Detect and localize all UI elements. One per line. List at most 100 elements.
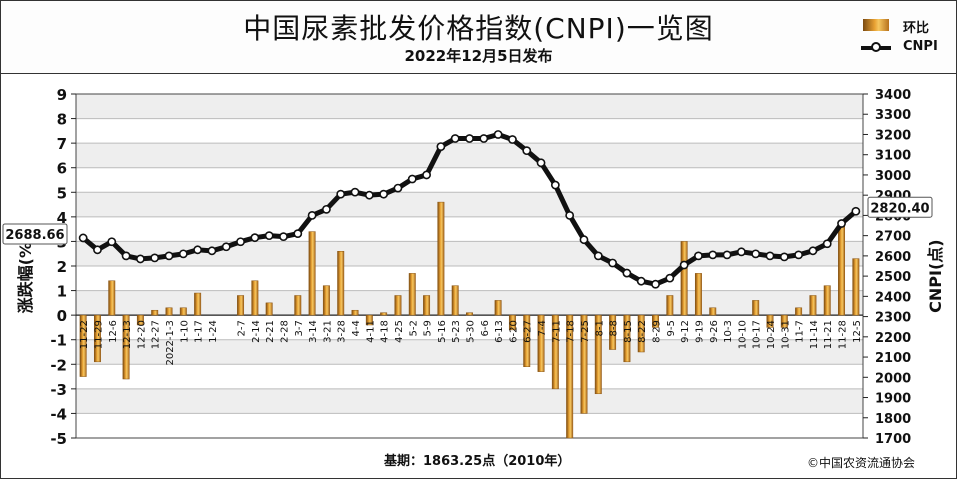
- x-tick-label: 3-14: [308, 320, 319, 343]
- legend: 环比 CNPI: [859, 15, 953, 59]
- cnpi-point: [665, 273, 675, 283]
- base-note: 基期：1863.25点（2010年）: [384, 454, 571, 469]
- cnpi-point: [407, 174, 417, 184]
- cnpi-point: [636, 276, 646, 286]
- cnpi-point: [293, 229, 303, 239]
- bar-mark: [165, 307, 173, 316]
- cnpi-point: [78, 233, 88, 243]
- bar-mark: [566, 314, 574, 439]
- cnpi-point: [550, 180, 560, 190]
- x-tick-label: 8-15: [623, 320, 634, 343]
- bar-mark: [623, 314, 631, 363]
- cnpi-point: [708, 250, 718, 260]
- cnpi-point: [336, 189, 346, 199]
- bar-mark: [652, 314, 659, 328]
- x-tick-label: 4-18: [380, 320, 391, 343]
- x-tick-label: 12-5: [852, 320, 863, 343]
- cnpi-point: [536, 158, 546, 168]
- annotation-label: 2688.66: [5, 228, 64, 243]
- left-tick-label: 8: [57, 111, 67, 129]
- chart-header: 中国尿素批发价格指数(CNPI)一览图 2022年12月5日发布 环比 CNPI: [1, 1, 956, 74]
- x-tick-label: 4-25: [394, 320, 405, 343]
- cnpi-point: [450, 134, 460, 143]
- annotation-box: [2, 223, 68, 245]
- x-tick-label: 4-11: [365, 320, 376, 343]
- bar-mark: [637, 314, 645, 353]
- grid-band: [76, 339, 863, 365]
- cnpi-point: [393, 183, 403, 193]
- cnpi-point: [522, 146, 532, 156]
- bar-mark: [265, 302, 273, 316]
- cnpi-point: [679, 260, 689, 270]
- bar-mark: [809, 295, 817, 316]
- x-tick-label: 12-6: [108, 320, 119, 343]
- x-tick-label: 8-1: [594, 320, 605, 336]
- bar-mark: [666, 295, 674, 316]
- x-tick-label: 11-21: [823, 320, 834, 349]
- cnpi-point: [236, 237, 245, 247]
- right-tick-label: 2700: [875, 230, 911, 245]
- chart-svg: 9876543210-1-2-3-4-534003300320031003000…: [2, 86, 945, 448]
- cnpi-point: [651, 279, 660, 289]
- cnpi-point: [135, 254, 145, 264]
- x-tick-label: 10-10: [737, 320, 748, 349]
- x-tick-label: 4-4: [351, 320, 362, 336]
- bar-mark: [237, 295, 245, 316]
- x-tick-label: 2-21: [265, 320, 276, 343]
- x-tick-label: 5-30: [466, 320, 477, 343]
- cnpi-point: [808, 246, 818, 256]
- right-tick-label: 1800: [875, 412, 911, 427]
- x-tick-label: 2022-1-3: [165, 320, 176, 365]
- bar-mark: [179, 307, 187, 316]
- left-axis-title: 涨跌幅(%): [16, 235, 35, 314]
- cnpi-point: [279, 232, 288, 242]
- bar-mark: [523, 314, 531, 367]
- cnpi-point: [178, 249, 188, 259]
- x-tick-label: 1-10: [179, 320, 190, 343]
- x-tick-label: 11-28: [838, 320, 849, 349]
- cnpi-point: [593, 251, 603, 261]
- bar-mark: [594, 314, 602, 395]
- bar-mark: [466, 312, 473, 316]
- x-tick-label: 2-7: [237, 320, 248, 336]
- right-tick-label: 2000: [875, 371, 911, 386]
- x-tick-label: 6-13: [494, 320, 505, 343]
- x-tick-label: 12-13: [122, 320, 133, 349]
- cnpi-point: [379, 189, 389, 199]
- bar-mark: [136, 314, 144, 326]
- x-tick-label: 9-26: [709, 320, 720, 343]
- x-tick-label: 6-6: [480, 320, 491, 336]
- right-tick-label: 3400: [875, 88, 911, 103]
- x-tick-label: 11-14: [809, 320, 820, 349]
- x-tick-label: 7-18: [566, 320, 577, 343]
- right-tick-label: 2300: [875, 311, 911, 326]
- cnpi-point: [736, 247, 746, 257]
- right-tick-label: 2600: [875, 250, 911, 265]
- chart-subtitle: 2022年12月5日发布: [404, 47, 553, 65]
- bar-mark: [394, 295, 402, 316]
- bar-mark: [351, 309, 359, 316]
- grid-band: [76, 290, 863, 316]
- legend-line-label: CNPI: [903, 39, 938, 54]
- legend-bar-swatch: [863, 19, 889, 31]
- cnpi-point: [722, 250, 732, 260]
- x-tick-label: 7-4: [537, 320, 548, 336]
- bar-mark: [151, 309, 159, 316]
- cnpi-point: [350, 187, 360, 197]
- cnpi-point: [193, 245, 203, 255]
- x-tick-label: 9-12: [680, 320, 691, 343]
- bar-mark: [437, 201, 445, 316]
- bar-mark: [294, 295, 302, 316]
- bar-mark: [380, 312, 388, 316]
- annotation-label: 2820.40: [870, 201, 929, 216]
- bar-mark: [694, 273, 702, 316]
- bar-mark: [451, 285, 459, 316]
- cnpi-point: [751, 249, 761, 259]
- chart-title: 中国尿素批发价格指数(CNPI)一览图: [243, 12, 714, 45]
- bar-mark: [551, 314, 559, 390]
- right-tick-label: 3100: [875, 149, 911, 164]
- legend-bar-label: 环比: [903, 21, 930, 36]
- x-tick-label: 2-28: [279, 320, 290, 343]
- left-tick-label: -2: [50, 356, 67, 374]
- right-axis-title: CNPI(点): [926, 239, 945, 312]
